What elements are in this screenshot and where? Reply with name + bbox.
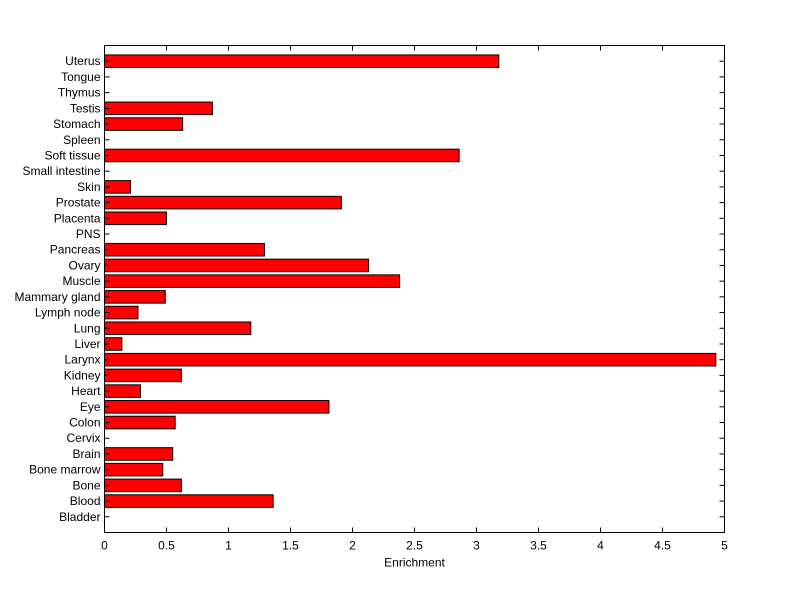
bars-group	[104, 54, 717, 508]
x-tick-label: 1	[225, 539, 232, 553]
x-ticks-group: 0 0.5 1 1.5 2 2.5 3 3.5 4 4.5 5	[101, 45, 728, 553]
y-tick-label: Bladder	[59, 510, 100, 524]
y-tick-label: Soft tissue	[44, 148, 100, 162]
bar-ovary	[104, 258, 370, 273]
bar-lymph-node	[104, 305, 139, 320]
y-tick-label: Pancreas	[50, 243, 101, 257]
bar-blood	[104, 494, 274, 508]
y-tick-label: Cervix	[66, 431, 100, 445]
y-tick-label: Colon	[69, 416, 100, 430]
x-tick-label: 1.5	[282, 539, 299, 553]
bar-muscle	[104, 274, 401, 288]
bar-prostate	[104, 195, 342, 210]
bar-mammary-gland	[104, 290, 166, 304]
x-tick-label: 2	[349, 539, 356, 553]
y-tick-label: Thymus	[58, 86, 101, 100]
y-tick-label: Bone	[72, 478, 100, 492]
y-tick-label: Prostate	[56, 196, 101, 210]
y-tick-label: Bone marrow	[29, 463, 101, 477]
bar-testis	[104, 101, 213, 116]
y-tick-label: Liver	[74, 337, 100, 351]
x-tick-label: 2.5	[406, 539, 423, 553]
y-tick-label: Kidney	[64, 368, 101, 382]
bar-eye	[104, 400, 330, 414]
bar-larynx	[104, 352, 717, 367]
y-tick-label: Lung	[74, 321, 101, 335]
x-tick-label: 3.5	[530, 539, 547, 553]
bar-soft-tissue	[104, 148, 460, 163]
bar-pancreas	[104, 242, 265, 257]
y-tick-label: Lymph node	[35, 306, 101, 320]
bar-kidney	[104, 368, 182, 383]
y-tick-label: PNS	[76, 227, 101, 241]
plot-frame	[104, 45, 725, 533]
y-tick-label: Uterus	[65, 54, 100, 68]
y-tick-label: Blood	[70, 494, 101, 508]
bar-colon	[104, 415, 176, 430]
x-tick-label: 0.5	[158, 539, 175, 553]
y-tick-label: Tongue	[61, 70, 101, 84]
y-tick-label: Spleen	[63, 133, 100, 147]
bar-stomach	[104, 117, 184, 131]
y-tick-label: Ovary	[68, 258, 100, 272]
bar-lung	[104, 321, 252, 336]
y-tick-label: Testis	[70, 101, 101, 115]
y-tick-label: Muscle	[62, 274, 100, 288]
bar-uterus	[104, 54, 500, 68]
x-tick-label: 4	[597, 539, 604, 553]
x-tick-label: 4.5	[654, 539, 671, 553]
y-tick-label: Placenta	[54, 211, 101, 225]
bar-heart	[104, 384, 141, 398]
y-tick-label: Mammary gland	[14, 290, 100, 304]
y-tick-label: Larynx	[64, 353, 100, 367]
x-axis-label: Enrichment	[384, 556, 445, 570]
y-tick-label: Stomach	[53, 117, 100, 131]
x-tick-label: 3	[473, 539, 480, 553]
x-tick-label: 0	[101, 539, 108, 553]
y-tick-label: Heart	[71, 384, 101, 398]
y-tick-label: Eye	[80, 400, 101, 414]
bar-bone	[104, 478, 182, 493]
y-tick-label: Skin	[77, 180, 100, 194]
x-tick-label: 5	[721, 539, 728, 553]
bar-bone-marrow	[104, 462, 164, 477]
y-tick-label: Small intestine	[22, 164, 100, 178]
bar-brain	[104, 447, 174, 461]
y-tick-label: Brain	[72, 447, 100, 461]
bar-placenta	[104, 211, 167, 226]
